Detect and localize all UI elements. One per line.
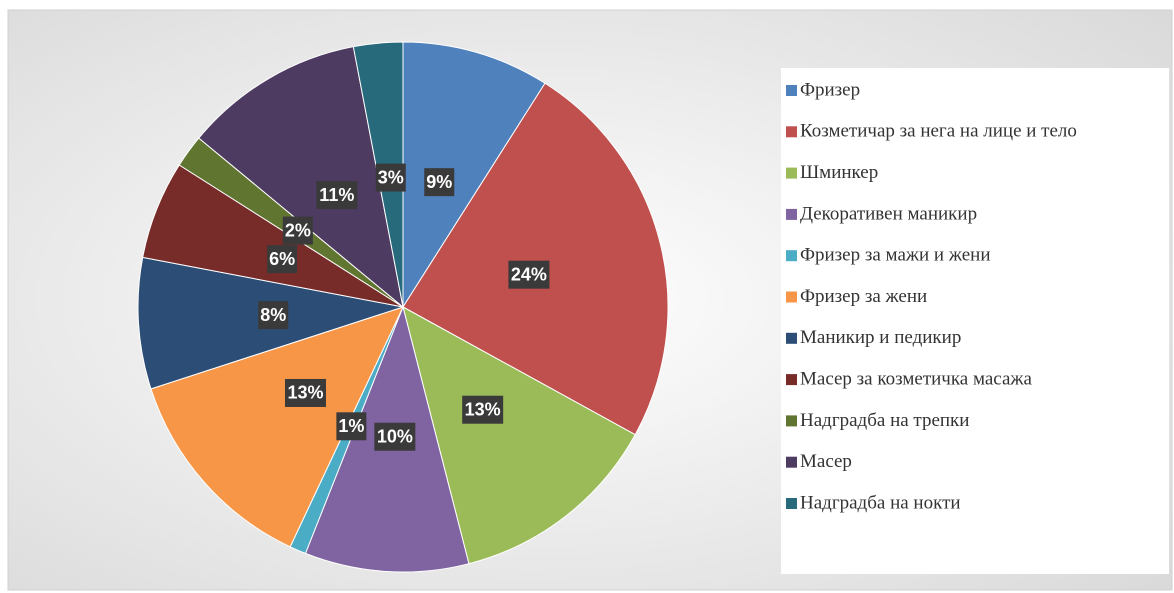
pie-slice: [402, 306, 636, 565]
value-label-box: [284, 378, 326, 407]
legend-label: Фризер за жени: [800, 286, 927, 307]
value-label: 2%: [285, 220, 311, 240]
legend-label: Козметичар за нега на лице и тело: [800, 121, 1077, 142]
legend-label: Надградба на трепки: [800, 410, 969, 431]
legend-box: [781, 68, 1169, 574]
legend-label: Надградба на нокти: [800, 492, 961, 513]
pie-slice: [402, 41, 546, 309]
value-label-box: [267, 245, 298, 274]
legend-label: Маникир и педикир: [800, 327, 961, 348]
value-label: 6%: [269, 249, 295, 269]
value-label: 10%: [377, 426, 413, 446]
value-label-box: [316, 181, 358, 210]
value-label-box: [336, 412, 367, 441]
pie-slice: [198, 46, 404, 309]
value-label-box: [282, 216, 313, 245]
pie-slice: [402, 82, 669, 436]
value-label-box: [462, 395, 504, 424]
legend-label: Масер: [800, 451, 852, 472]
value-label-box: [374, 422, 416, 451]
value-label: 13%: [287, 383, 323, 403]
value-label-box: [508, 260, 550, 289]
value-label: 24%: [511, 264, 547, 284]
value-label: 8%: [260, 305, 286, 325]
value-label-box: [424, 168, 455, 197]
legend-swatch: [786, 208, 797, 220]
legend-label: Масер за козметичка масажа: [800, 368, 1033, 389]
legend-swatch: [786, 126, 797, 138]
value-label-box: [258, 301, 289, 330]
legend-swatch: [786, 167, 797, 179]
pie-slice: [150, 306, 404, 548]
legend-swatch: [786, 415, 797, 427]
legend-swatch: [786, 291, 797, 303]
value-label: 9%: [426, 172, 452, 192]
legend-label: Декоративен маникир: [800, 203, 977, 224]
legend-label: Шминкер: [800, 162, 878, 183]
value-label: 3%: [378, 167, 404, 187]
legend-label: Фризер: [800, 79, 860, 100]
legend-swatch: [786, 498, 797, 509]
legend-swatch: [786, 250, 797, 262]
value-label: 13%: [465, 399, 501, 419]
value-label-box: [375, 163, 406, 192]
legend-label: Фризер за мажи и жени: [800, 245, 991, 266]
value-label: 1%: [338, 416, 364, 436]
legend-swatch: [786, 332, 797, 344]
legend-swatch: [786, 456, 797, 468]
value-label: 11%: [319, 185, 354, 205]
legend-swatch: [786, 374, 797, 386]
legend-swatch: [786, 85, 797, 96]
